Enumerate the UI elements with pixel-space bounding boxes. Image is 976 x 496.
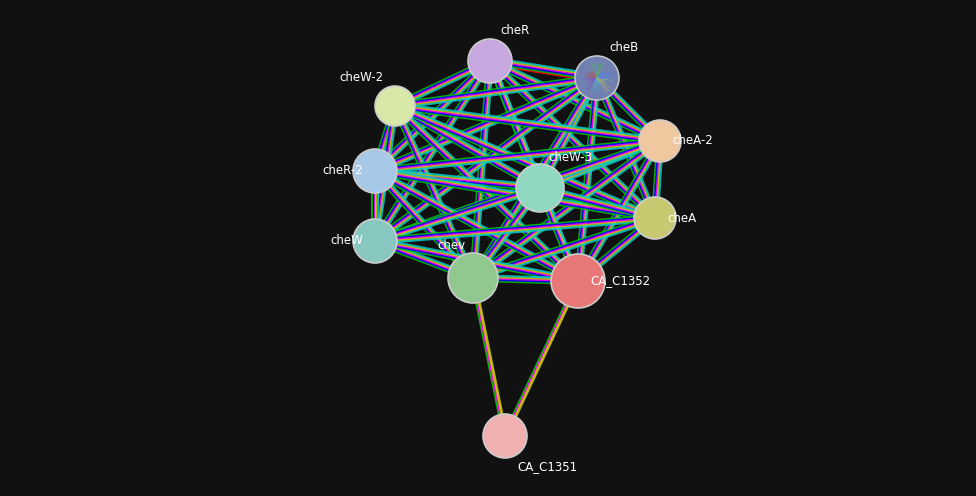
Circle shape — [551, 254, 605, 308]
Text: CA_C1352: CA_C1352 — [590, 274, 650, 288]
Text: cheR-2: cheR-2 — [322, 165, 363, 178]
Circle shape — [353, 149, 397, 193]
Text: cheW: cheW — [330, 235, 363, 248]
Circle shape — [483, 414, 527, 458]
Circle shape — [516, 164, 564, 212]
Text: cheA-2: cheA-2 — [672, 134, 712, 147]
Circle shape — [353, 219, 397, 263]
Text: cheB: cheB — [609, 41, 638, 54]
Circle shape — [448, 253, 498, 303]
Text: CA_C1351: CA_C1351 — [517, 460, 577, 473]
Circle shape — [634, 197, 676, 239]
Text: cheW-3: cheW-3 — [548, 151, 592, 164]
Circle shape — [468, 39, 512, 83]
Text: cheA: cheA — [667, 211, 696, 225]
Circle shape — [576, 57, 618, 99]
Circle shape — [575, 56, 619, 100]
Text: chev: chev — [437, 239, 465, 252]
Circle shape — [639, 120, 681, 162]
Text: cheR: cheR — [500, 24, 529, 37]
Circle shape — [375, 86, 415, 126]
Text: cheW-2: cheW-2 — [339, 71, 383, 84]
